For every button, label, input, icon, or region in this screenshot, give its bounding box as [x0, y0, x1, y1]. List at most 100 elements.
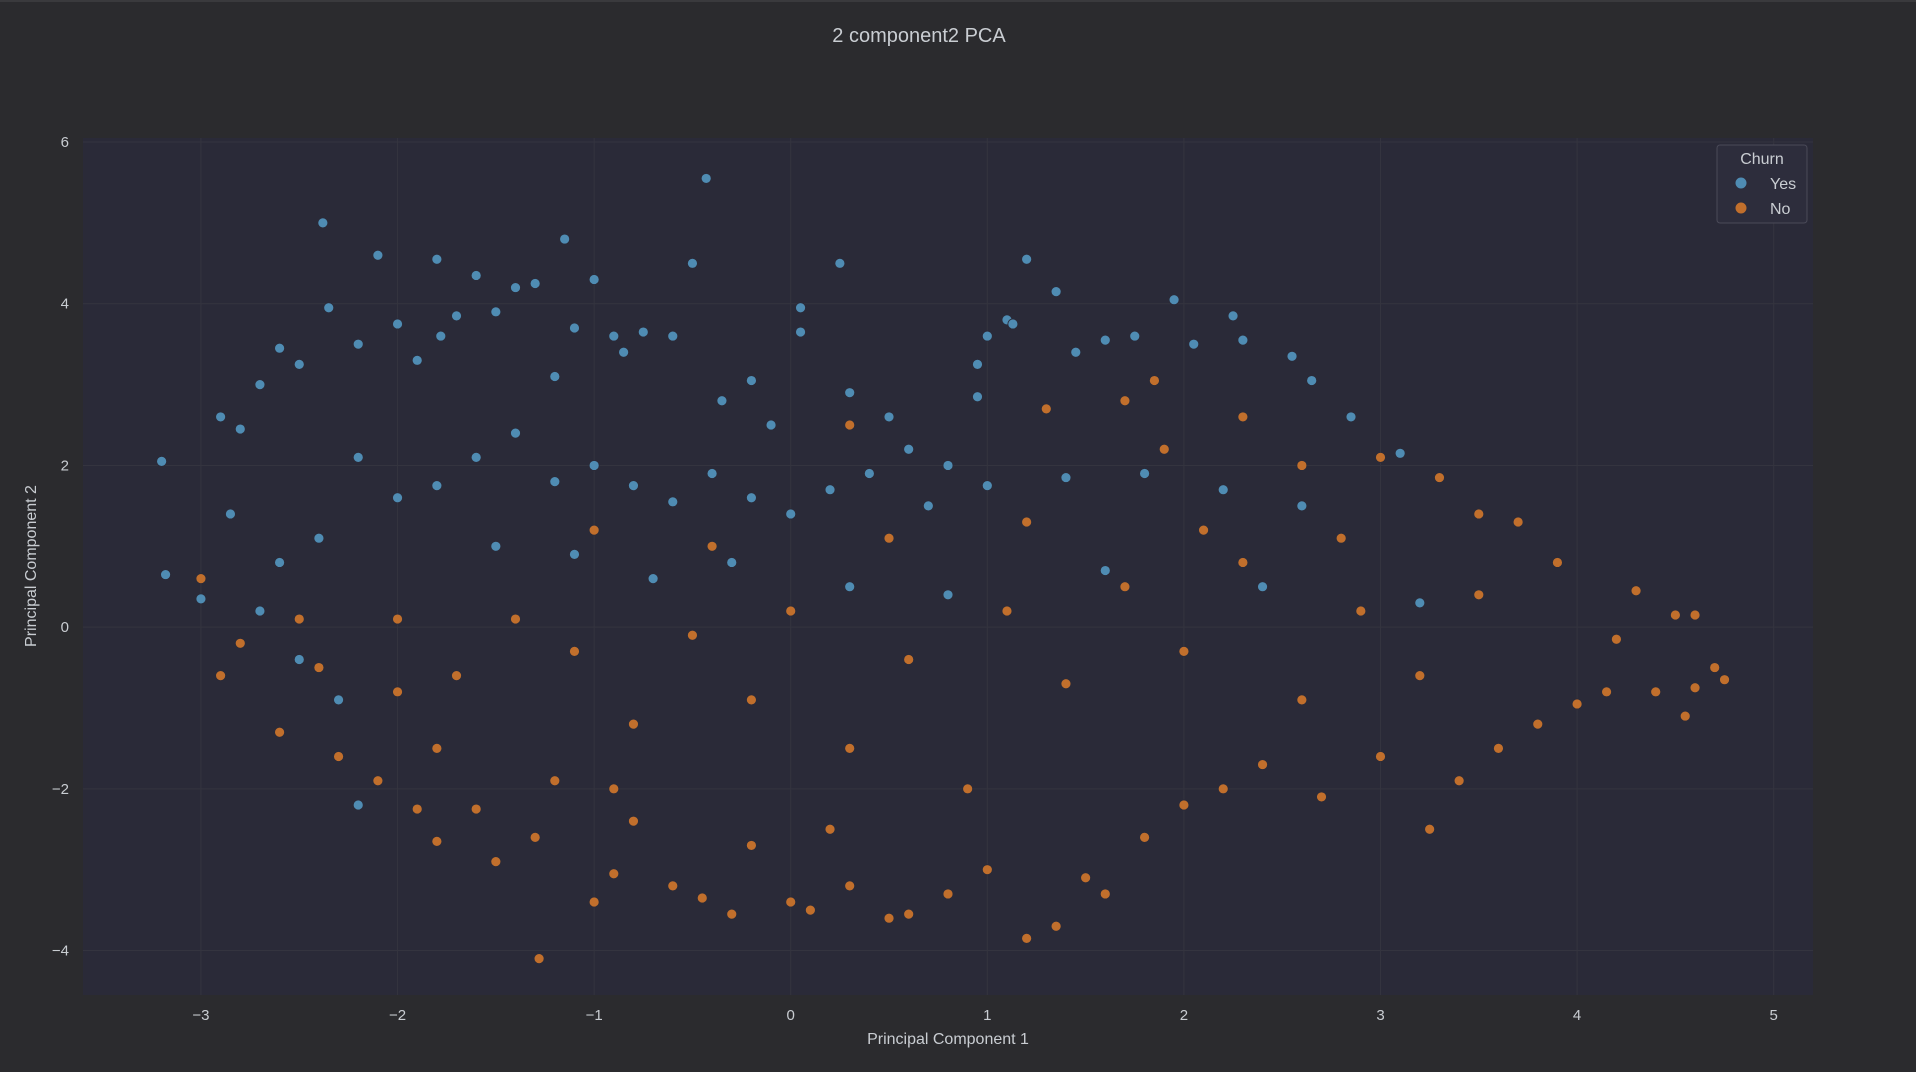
data-point-yes [317, 217, 329, 229]
data-point-yes [765, 419, 777, 431]
data-point-yes [293, 654, 305, 665]
data-point-yes [1286, 350, 1298, 362]
data-point-yes [323, 302, 335, 314]
legend: Churn Yes No [1716, 144, 1808, 224]
data-point-no [569, 645, 580, 657]
data-point-no [431, 835, 443, 847]
legend-marker-no [1734, 201, 1748, 215]
data-point-no [785, 896, 797, 908]
data-point-no [706, 540, 718, 552]
data-point-no [392, 613, 403, 625]
data-point-no [785, 605, 797, 617]
data-point-yes [746, 492, 757, 504]
data-point-no [1158, 443, 1170, 455]
data-point-no [195, 573, 207, 585]
data-point-no [1237, 557, 1249, 568]
x-tick-label: 2 [1180, 1007, 1188, 1024]
data-point-no [1601, 686, 1612, 698]
x-tick-label: 0 [787, 1007, 795, 1024]
data-point-no [883, 532, 895, 544]
data-point-yes [490, 540, 502, 552]
data-point-yes [1129, 330, 1141, 342]
data-point-no [687, 629, 698, 641]
data-point-yes [1050, 286, 1062, 298]
data-point-no [313, 662, 325, 673]
legend-marker-yes [1734, 176, 1748, 190]
data-point-yes [981, 480, 993, 492]
data-point-yes [1099, 334, 1111, 346]
x-tick-label: 1 [983, 1007, 991, 1024]
data-point-yes [1099, 565, 1111, 576]
data-point-yes [470, 270, 482, 281]
data-point-yes [352, 799, 364, 811]
data-point-no [1611, 633, 1622, 645]
data-point-no [1453, 775, 1465, 787]
data-point-no [1689, 682, 1701, 694]
data-point-yes [1070, 346, 1082, 358]
data-point-no [529, 831, 541, 843]
y-tick-label: 0 [61, 619, 69, 636]
data-point-no [1512, 516, 1524, 528]
data-point-yes [156, 455, 168, 467]
data-point-yes [431, 480, 443, 492]
data-point-no [1040, 403, 1052, 415]
data-point-no [1355, 605, 1367, 617]
data-point-no [234, 637, 246, 649]
top-border [0, 0, 1916, 2]
data-point-yes [490, 306, 502, 318]
data-point-no [1473, 589, 1485, 601]
data-point-no [1257, 759, 1268, 770]
data-point-yes [795, 302, 806, 314]
data-point-no [510, 613, 521, 625]
x-tick-label: −2 [389, 1007, 406, 1024]
data-point-no [1139, 831, 1150, 843]
data-point-yes [254, 379, 266, 390]
data-point-yes [972, 358, 983, 370]
x-tick-label: 3 [1376, 1007, 1384, 1024]
data-point-yes [844, 581, 856, 593]
data-point-yes [844, 387, 856, 399]
data-point-no [490, 856, 502, 867]
data-point-yes [716, 395, 728, 407]
data-point-no [431, 743, 443, 754]
data-point-yes [1227, 310, 1239, 322]
data-point-yes [647, 573, 659, 585]
data-point-no [746, 694, 757, 706]
x-tick-label: 4 [1573, 1007, 1581, 1024]
data-point-yes [942, 460, 954, 471]
data-point-yes [372, 249, 384, 261]
data-point-yes [510, 282, 521, 293]
data-point-yes [215, 411, 227, 423]
data-point-yes [863, 468, 875, 479]
data-point-no [628, 815, 639, 827]
data-point-no [844, 743, 856, 754]
data-point-no [372, 775, 384, 787]
data-point-yes [392, 492, 403, 504]
data-point-no [1217, 783, 1229, 795]
data-point-yes [549, 476, 561, 488]
data-point-yes [160, 569, 171, 580]
y-tick-label: 6 [61, 134, 69, 151]
y-axis-label: Principal Component 2 [23, 485, 40, 647]
data-point-no [533, 953, 545, 965]
data-point-no [1473, 508, 1485, 520]
data-point-no [844, 419, 856, 431]
data-point-no [696, 892, 708, 904]
y-tick-label: 4 [61, 296, 69, 313]
data-point-no [1719, 674, 1730, 686]
data-point-yes [628, 480, 639, 492]
data-point-no [1630, 585, 1642, 597]
data-point-no [1296, 694, 1308, 706]
data-point-yes [824, 484, 836, 496]
data-point-yes [1296, 500, 1308, 512]
data-point-yes [726, 557, 738, 568]
data-point-no [824, 823, 836, 835]
data-point-no [1689, 609, 1701, 621]
data-point-no [215, 670, 227, 682]
data-point-no [981, 864, 993, 876]
data-point-yes [431, 253, 443, 265]
data-point-no [1375, 751, 1386, 762]
data-point-no [1021, 516, 1033, 528]
data-point-yes [687, 257, 698, 269]
